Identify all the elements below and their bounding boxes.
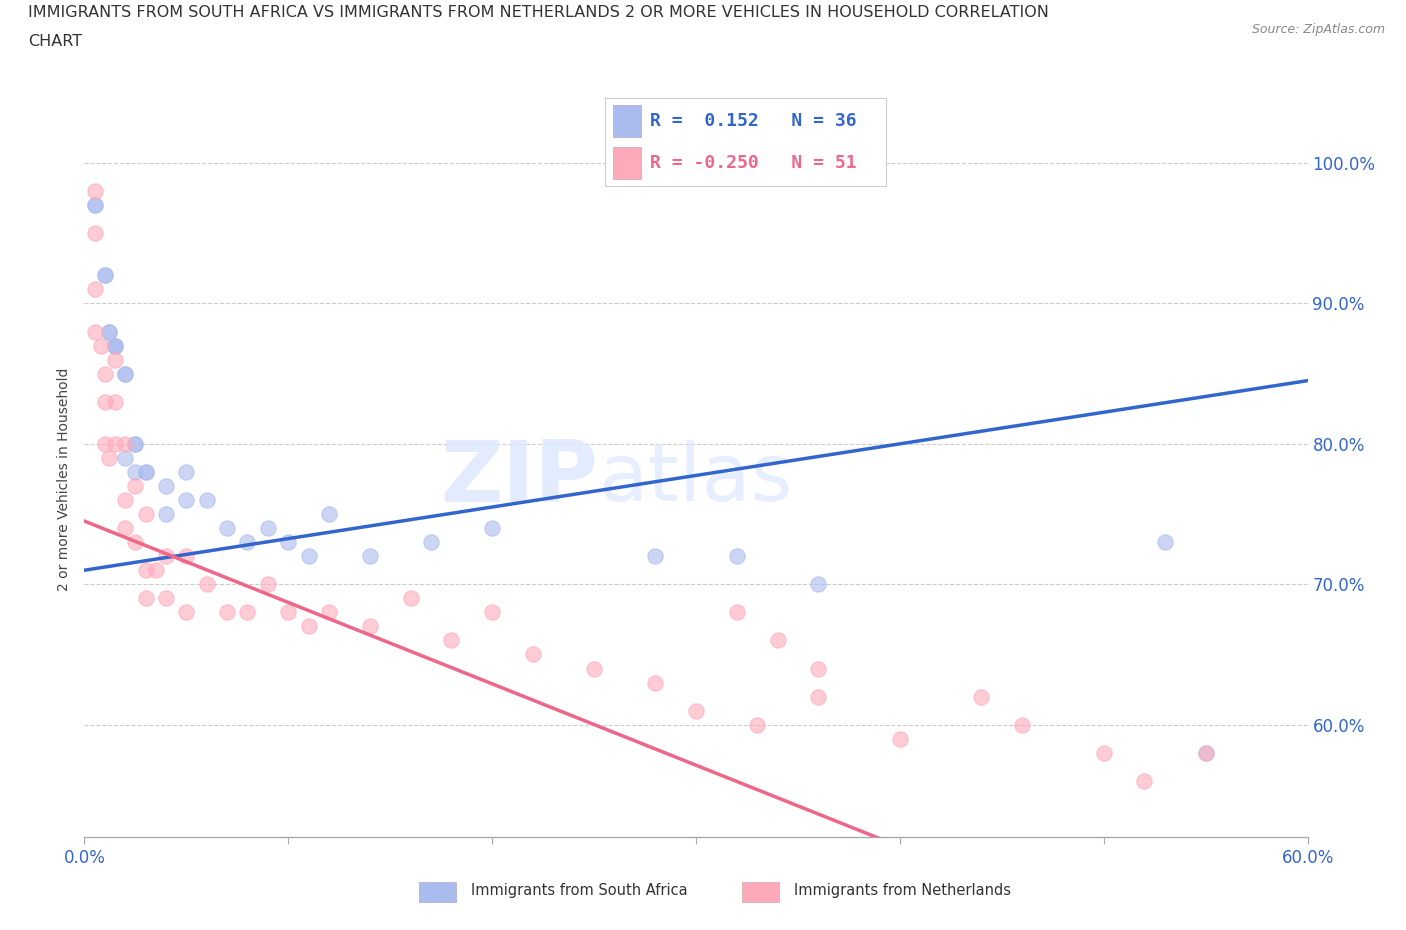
- Point: [1154, 535, 1177, 550]
- Point: [114, 366, 136, 381]
- Point: [97, 450, 120, 465]
- Point: [135, 464, 157, 479]
- Point: [83, 198, 105, 213]
- Point: [298, 619, 321, 634]
- Text: Immigrants from South Africa: Immigrants from South Africa: [471, 884, 688, 898]
- Point: [124, 436, 146, 451]
- Point: [97, 324, 120, 339]
- Point: [155, 591, 177, 605]
- Point: [359, 619, 381, 634]
- Point: [807, 689, 830, 704]
- Point: [174, 604, 197, 619]
- Point: [114, 493, 136, 508]
- Text: IMMIGRANTS FROM SOUTH AFRICA VS IMMIGRANTS FROM NETHERLANDS 2 OR MORE VEHICLES I: IMMIGRANTS FROM SOUTH AFRICA VS IMMIGRAN…: [28, 5, 1049, 20]
- Point: [481, 604, 503, 619]
- Point: [1195, 745, 1218, 760]
- Point: [257, 521, 280, 536]
- Point: [83, 198, 105, 213]
- Point: [135, 507, 157, 522]
- Point: [359, 549, 381, 564]
- Point: [420, 535, 443, 550]
- Point: [104, 339, 127, 353]
- Point: [114, 366, 136, 381]
- Point: [104, 394, 127, 409]
- Point: [93, 436, 117, 451]
- Text: Immigrants from Netherlands: Immigrants from Netherlands: [794, 884, 1011, 898]
- Point: [644, 549, 666, 564]
- Point: [174, 464, 197, 479]
- Point: [236, 604, 259, 619]
- Point: [83, 282, 105, 297]
- Text: ZIP: ZIP: [440, 437, 598, 521]
- Point: [766, 633, 789, 648]
- Point: [195, 493, 218, 508]
- Point: [145, 563, 167, 578]
- Point: [114, 521, 136, 536]
- Point: [124, 479, 146, 494]
- Point: [124, 436, 146, 451]
- Point: [174, 493, 197, 508]
- Point: [725, 549, 748, 564]
- Point: [104, 352, 127, 367]
- Point: [93, 268, 117, 283]
- Bar: [613, 105, 641, 137]
- Bar: [613, 147, 641, 179]
- Point: [155, 479, 177, 494]
- Point: [104, 339, 127, 353]
- Point: [807, 577, 830, 591]
- Point: [114, 450, 136, 465]
- Point: [155, 549, 177, 564]
- Text: CHART: CHART: [28, 34, 82, 49]
- Point: [135, 591, 157, 605]
- Point: [644, 675, 666, 690]
- Point: [195, 577, 218, 591]
- Point: [318, 604, 340, 619]
- Point: [236, 535, 259, 550]
- Point: [440, 633, 463, 648]
- Text: R = -0.250   N = 51: R = -0.250 N = 51: [650, 154, 856, 172]
- Point: [155, 507, 177, 522]
- Point: [725, 604, 748, 619]
- Point: [1133, 774, 1156, 789]
- Point: [217, 604, 239, 619]
- Point: [135, 464, 157, 479]
- Point: [90, 339, 112, 353]
- Y-axis label: 2 or more Vehicles in Household: 2 or more Vehicles in Household: [58, 367, 72, 591]
- Point: [83, 324, 105, 339]
- Point: [104, 436, 127, 451]
- Point: [97, 324, 120, 339]
- Point: [685, 703, 707, 718]
- Point: [970, 689, 993, 704]
- Point: [522, 647, 544, 662]
- Point: [174, 549, 197, 564]
- Point: [481, 521, 503, 536]
- Text: Source: ZipAtlas.com: Source: ZipAtlas.com: [1251, 23, 1385, 36]
- Point: [1195, 745, 1218, 760]
- Point: [807, 661, 830, 676]
- Point: [257, 577, 280, 591]
- Point: [83, 226, 105, 241]
- Point: [277, 604, 299, 619]
- Point: [93, 268, 117, 283]
- Point: [298, 549, 321, 564]
- Point: [217, 521, 239, 536]
- Point: [83, 183, 105, 198]
- Point: [114, 436, 136, 451]
- Point: [889, 731, 911, 746]
- Point: [1092, 745, 1115, 760]
- Point: [124, 535, 146, 550]
- Point: [318, 507, 340, 522]
- Point: [93, 366, 117, 381]
- Point: [277, 535, 299, 550]
- Point: [124, 464, 146, 479]
- Point: [583, 661, 606, 676]
- Point: [104, 339, 127, 353]
- Point: [93, 394, 117, 409]
- Point: [399, 591, 422, 605]
- Text: R =  0.152   N = 36: R = 0.152 N = 36: [650, 112, 856, 129]
- Point: [747, 717, 769, 732]
- Point: [135, 563, 157, 578]
- Text: atlas: atlas: [598, 440, 793, 518]
- Point: [1011, 717, 1033, 732]
